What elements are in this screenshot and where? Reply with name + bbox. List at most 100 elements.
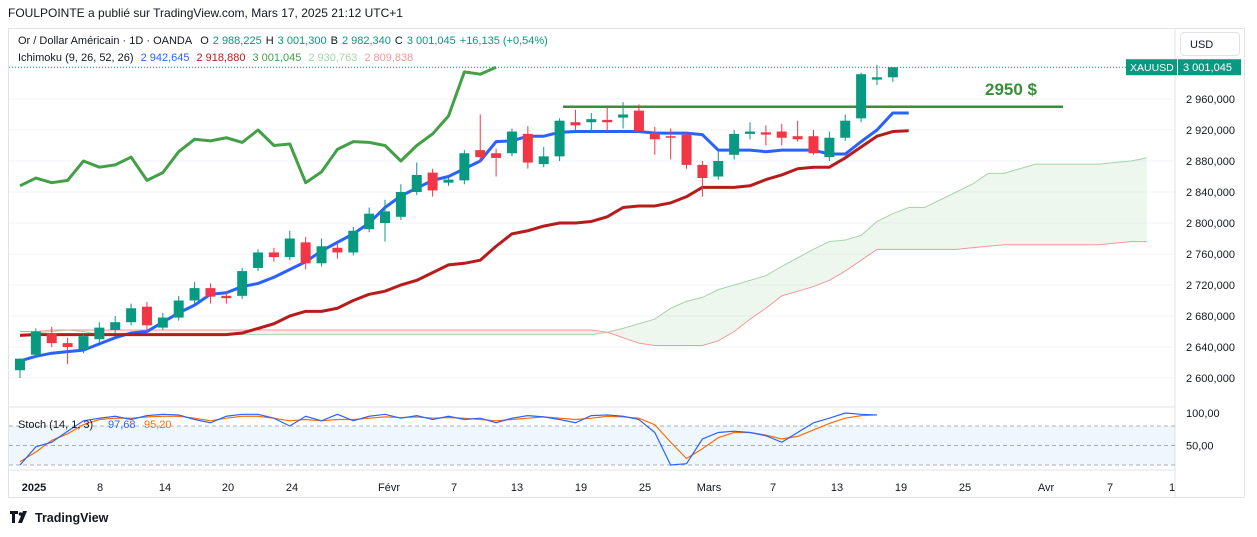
price-tick-label: 2 640,000 bbox=[1186, 342, 1235, 354]
candlestick bbox=[649, 126, 660, 155]
candlestick bbox=[729, 130, 740, 160]
candlestick bbox=[126, 303, 137, 326]
candlestick bbox=[189, 281, 200, 304]
symbol-line: Or / Dollar Américain · 1D · OANDA bbox=[18, 35, 193, 47]
candlestick bbox=[808, 130, 819, 155]
candle-body bbox=[380, 211, 391, 223]
candlestick bbox=[459, 150, 470, 185]
candlestick bbox=[713, 151, 724, 180]
candlestick bbox=[792, 120, 803, 142]
ichimoku-span-b-value: 2 809,838 bbox=[364, 52, 414, 64]
stoch-d-line bbox=[19, 414, 878, 463]
candle-body bbox=[78, 336, 89, 350]
candlestick bbox=[348, 226, 359, 256]
candle-body bbox=[824, 137, 835, 158]
candle-body bbox=[268, 252, 279, 258]
chikou-span-line bbox=[19, 65, 497, 188]
time-tick-label: 1 bbox=[1169, 482, 1175, 494]
ichimoku-span-a-value: 2 930,763 bbox=[308, 52, 358, 64]
candle-body bbox=[62, 343, 73, 347]
candle-body bbox=[538, 156, 549, 165]
time-tick-label: 7 bbox=[770, 482, 776, 494]
time-tick-label: 14 bbox=[159, 482, 171, 494]
candlestick bbox=[760, 125, 771, 146]
low-value: 2 982,340 bbox=[341, 35, 391, 47]
time-tick-label: 7 bbox=[1107, 482, 1113, 494]
candlestick bbox=[157, 312, 168, 330]
time-tick-label: 19 bbox=[575, 482, 587, 494]
stoch-k-line bbox=[19, 412, 878, 466]
published-by-header: FOULPOINTE a publié sur TradingView.com,… bbox=[8, 6, 403, 20]
candlestick bbox=[332, 243, 343, 259]
level-annotation-label: 2950 $ bbox=[985, 80, 1038, 99]
footer-brand: TradingView bbox=[35, 511, 109, 525]
candle-body bbox=[46, 333, 57, 344]
candlestick bbox=[506, 128, 517, 157]
candlestick bbox=[586, 112, 597, 134]
candlestick bbox=[15, 358, 25, 378]
candle-body bbox=[554, 120, 565, 157]
price-tick-label: 2 760,000 bbox=[1186, 249, 1235, 261]
candle-body bbox=[665, 136, 676, 138]
senkou-span-b-line bbox=[20, 241, 1147, 346]
ichimoku-label: Ichimoku (9, 26, 52, 26) bbox=[18, 52, 134, 64]
candle-body bbox=[792, 136, 803, 140]
candle-body bbox=[570, 122, 581, 126]
candle-body bbox=[522, 133, 533, 163]
chart-frame bbox=[8, 28, 1245, 498]
price-tick-label: 2 800,000 bbox=[1186, 218, 1235, 230]
candlestick bbox=[602, 106, 613, 132]
candle-body bbox=[443, 179, 454, 183]
candlestick bbox=[491, 148, 502, 177]
candlestick bbox=[776, 123, 787, 146]
ichimoku-legend[interactable]: Ichimoku (9, 26, 52, 26) 2 942,645 2 918… bbox=[18, 52, 413, 64]
candle-body bbox=[94, 327, 105, 340]
candle-body bbox=[697, 164, 708, 179]
symbol-legend: Or / Dollar Américain · 1D · OANDA O 2 98… bbox=[18, 35, 548, 47]
candle-body bbox=[745, 131, 756, 134]
price-tick-label: 2 720,000 bbox=[1186, 280, 1235, 292]
candle-body bbox=[316, 246, 327, 264]
candlestick bbox=[78, 333, 89, 354]
candlestick bbox=[554, 118, 565, 161]
time-tick-label: Avr bbox=[1038, 482, 1055, 494]
candlestick bbox=[173, 295, 184, 321]
candle-body bbox=[157, 317, 168, 328]
high-label: H bbox=[265, 35, 274, 47]
footer-branding[interactable]: TradingView bbox=[10, 511, 108, 525]
candle-body bbox=[633, 110, 644, 132]
candlestick bbox=[395, 184, 406, 220]
symbol-tag-bg bbox=[1126, 59, 1177, 76]
price-tag-label: 3 001,045 bbox=[1183, 62, 1232, 74]
candlestick bbox=[46, 326, 57, 347]
candlestick bbox=[427, 168, 438, 197]
candle-body bbox=[300, 242, 311, 264]
candle-body bbox=[713, 161, 724, 177]
candlestick bbox=[380, 199, 391, 242]
kijun-sen-line bbox=[19, 129, 909, 337]
candlestick bbox=[30, 328, 41, 358]
candlestick bbox=[141, 302, 152, 332]
time-tick-label: 13 bbox=[831, 482, 843, 494]
candlestick bbox=[300, 236, 311, 270]
candle-body bbox=[30, 331, 41, 355]
candle-body bbox=[887, 67, 898, 78]
candle-body bbox=[459, 153, 470, 181]
time-tick-label: Mars bbox=[697, 482, 722, 494]
candle-body bbox=[760, 132, 771, 135]
currency-selector[interactable]: USD bbox=[1180, 32, 1240, 56]
candlestick bbox=[237, 267, 248, 299]
candle-body bbox=[173, 300, 184, 318]
stoch-d-value: 95,20 bbox=[144, 419, 172, 431]
candlestick bbox=[840, 114, 851, 141]
open-label: O bbox=[200, 35, 209, 47]
candlestick bbox=[411, 162, 422, 196]
candlestick bbox=[887, 67, 898, 82]
price-tick-label: 2 920,000 bbox=[1186, 125, 1235, 137]
candle-body bbox=[681, 134, 692, 165]
stoch-label: Stoch (14, 1, 3) bbox=[18, 419, 93, 431]
time-tick-label: 25 bbox=[639, 482, 651, 494]
time-tick-label: 19 bbox=[895, 482, 907, 494]
candle-body bbox=[237, 271, 248, 296]
